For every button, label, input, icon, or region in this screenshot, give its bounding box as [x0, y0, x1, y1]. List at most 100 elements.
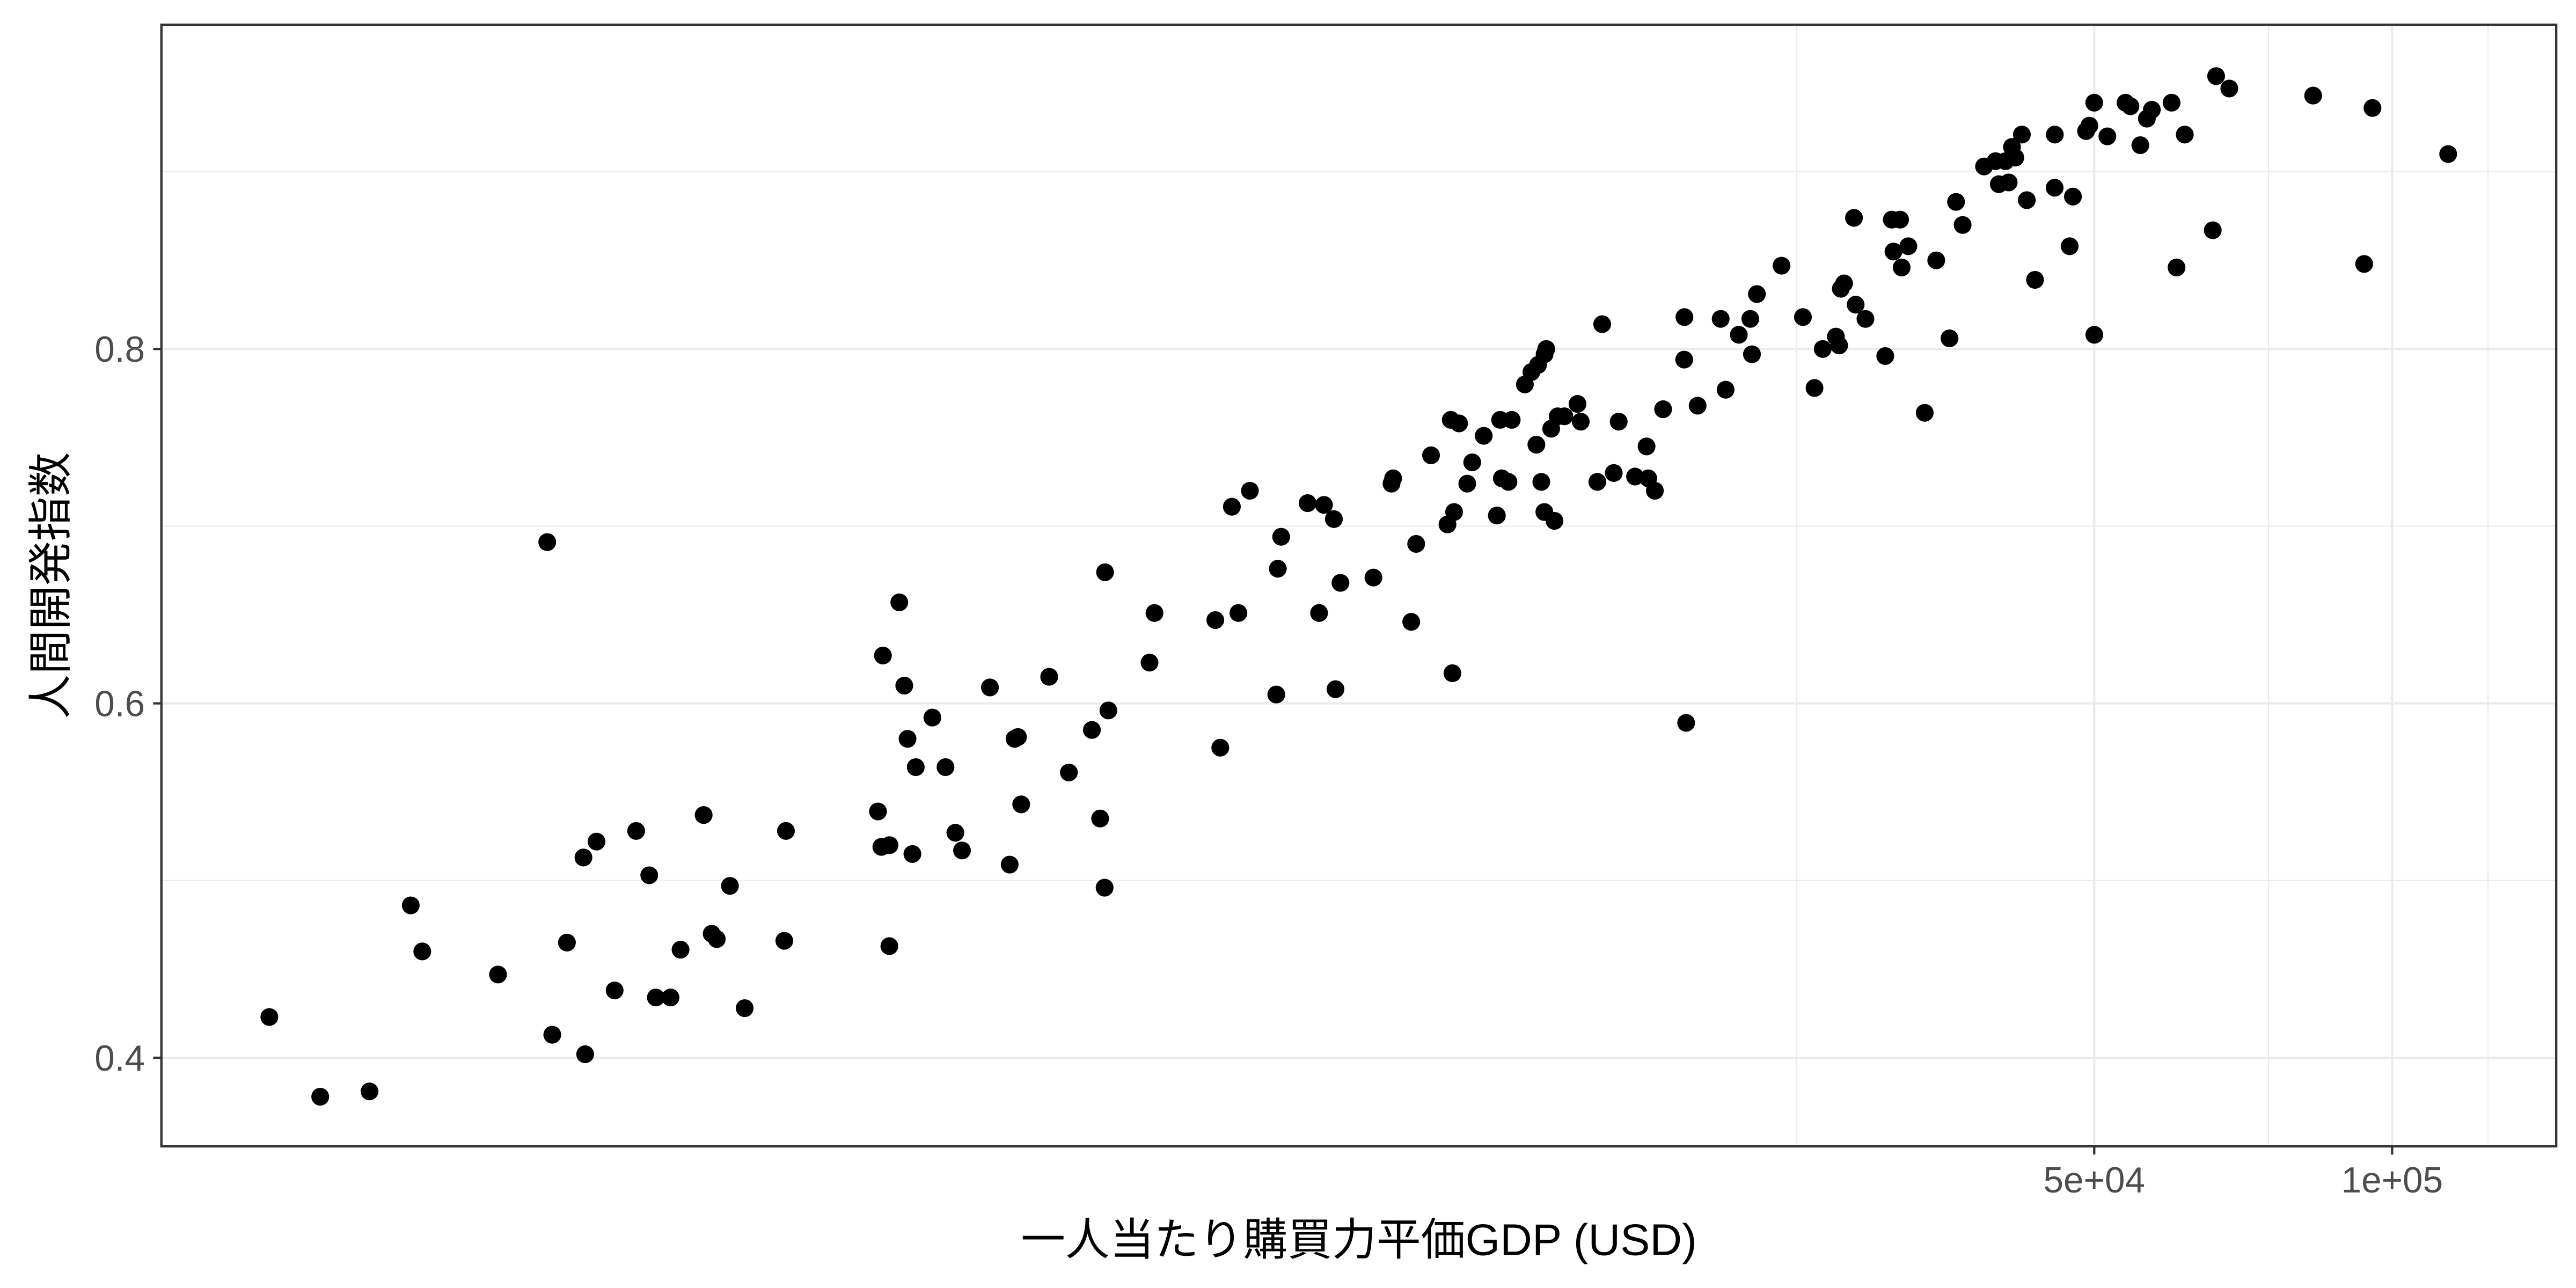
data-point	[1876, 347, 1894, 365]
data-point	[1458, 474, 1476, 493]
x-axis-title: 一人当たり購買力平価GDP (USD)	[1021, 1215, 1697, 1265]
data-point	[736, 999, 754, 1018]
data-point	[1847, 296, 1865, 314]
data-point	[2085, 93, 2103, 112]
gridlines	[161, 25, 2557, 1147]
data-point	[558, 933, 576, 952]
data-point	[587, 832, 606, 851]
data-point	[1463, 453, 1481, 472]
data-point	[1805, 379, 1824, 397]
data-point	[953, 841, 971, 860]
data-point	[721, 877, 739, 895]
data-point	[890, 593, 909, 611]
data-point	[1947, 193, 1965, 211]
data-point	[898, 730, 917, 748]
axes: 0.4 0.6 0.8 5e+04 1e+05	[94, 330, 2443, 1201]
data-point	[1012, 795, 1030, 814]
data-point	[574, 848, 592, 867]
data-point	[2131, 136, 2149, 155]
data-point	[1422, 446, 1440, 464]
data-point	[1675, 350, 1693, 369]
data-point	[2439, 145, 2457, 163]
data-point	[1140, 654, 1159, 672]
data-point	[1384, 469, 1402, 487]
data-point	[1298, 494, 1317, 513]
data-point	[1145, 604, 1163, 622]
y-axis-title: 人間開発指数	[26, 452, 76, 719]
data-point	[401, 896, 420, 914]
data-point	[1091, 809, 1109, 828]
data-point	[1272, 528, 1290, 546]
data-point	[2355, 255, 2373, 273]
data-point	[906, 758, 925, 777]
data-point	[2168, 258, 2186, 276]
data-point	[1445, 503, 1463, 521]
data-point	[1009, 728, 1027, 746]
data-point	[946, 824, 964, 842]
data-point	[1856, 310, 1875, 328]
data-point	[543, 1026, 561, 1044]
data-point	[936, 758, 955, 777]
data-point	[1532, 473, 1550, 491]
data-point	[1941, 329, 1959, 348]
data-point	[1223, 497, 1241, 516]
data-point	[1475, 427, 1493, 445]
data-point	[2207, 67, 2225, 85]
data-point	[2162, 93, 2181, 112]
data-point	[1654, 400, 1672, 419]
data-point	[1040, 668, 1058, 686]
data-point	[1206, 611, 1225, 630]
data-point	[1082, 721, 1101, 739]
data-point	[2006, 149, 2024, 167]
data-point	[1000, 855, 1019, 874]
data-point	[1794, 308, 1812, 326]
data-point	[1813, 340, 1832, 358]
data-point	[1891, 210, 1909, 229]
data-point	[640, 866, 658, 884]
data-point	[576, 1045, 594, 1063]
data-point	[2046, 126, 2064, 144]
data-point	[1743, 345, 1761, 363]
data-point	[2363, 99, 2382, 117]
data-point	[1241, 481, 1259, 500]
data-point	[1499, 473, 1518, 491]
data-point	[1269, 560, 1287, 578]
data-point	[1835, 274, 1853, 292]
data-point	[1545, 511, 1564, 530]
data-point	[311, 1088, 330, 1106]
data-point	[2143, 100, 2161, 119]
data-point	[775, 932, 794, 950]
data-point	[1605, 464, 1623, 482]
data-point	[1407, 535, 1425, 553]
data-point	[1310, 604, 1328, 622]
data-point	[361, 1082, 379, 1101]
data-point	[2018, 191, 2036, 209]
y-tick-label: 0.4	[94, 1038, 145, 1079]
data-point	[2045, 179, 2064, 197]
data-point	[1331, 574, 1350, 592]
data-point	[1675, 308, 1694, 326]
data-point	[2000, 173, 2018, 192]
data-point	[1646, 481, 1664, 500]
data-point	[1688, 397, 1707, 415]
data-point	[627, 822, 645, 840]
data-point	[260, 1008, 279, 1026]
data-point	[538, 533, 557, 551]
data-point	[2121, 97, 2140, 115]
data-point	[1927, 251, 1945, 269]
data-point	[1096, 563, 1114, 581]
data-point	[1637, 437, 1656, 456]
data-point	[1830, 336, 1848, 355]
data-point	[708, 930, 726, 948]
x-tick-label: 5e+04	[2043, 1160, 2145, 1201]
panel-border	[160, 23, 2558, 1148]
data-point	[1099, 701, 1117, 720]
data-point	[1748, 285, 1766, 303]
data-point	[2060, 237, 2079, 255]
data-point	[1326, 680, 1345, 698]
data-point	[1571, 413, 1590, 431]
data-point	[1324, 510, 1343, 528]
data-point	[1677, 714, 1695, 732]
data-point	[1716, 380, 1735, 399]
